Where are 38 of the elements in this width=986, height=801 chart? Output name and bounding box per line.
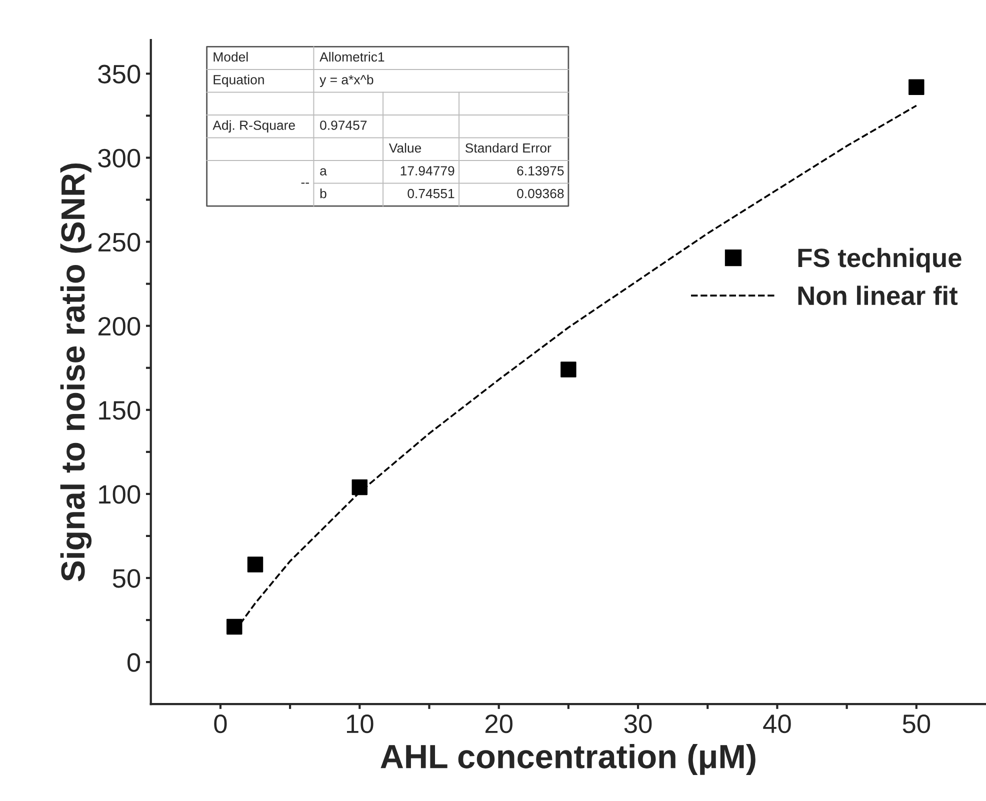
annotation: 17.94779 (400, 166, 454, 176)
x-tick-label: 30 (624, 714, 652, 734)
annotation: y = a*x^b (320, 74, 374, 87)
point (226, 618, 242, 635)
annotation: Standard Error (465, 142, 552, 153)
annotation: Equation (214, 74, 264, 87)
y-tick-label: 100 (99, 485, 140, 504)
annotation: a (320, 168, 327, 176)
y-tick-label: 50 (112, 569, 140, 588)
annotation: -- (301, 182, 309, 184)
x-tick-label: 0 (214, 714, 227, 734)
annotation: Adj. R-Square (212, 120, 295, 133)
point (247, 556, 264, 572)
annotation: 0.09368 (517, 188, 564, 198)
point (560, 362, 576, 378)
y-tick-label: 0 (127, 653, 140, 672)
x-tick-label: 20 (485, 714, 512, 734)
y-tick-label: 300 (98, 148, 140, 168)
annotation: b (320, 188, 326, 198)
annotation: Model (214, 52, 248, 62)
annotation: 0.97457 (320, 120, 367, 130)
point (352, 479, 368, 496)
y-tick-label: 150 (99, 401, 140, 420)
annotation: 6.13975 (517, 166, 564, 176)
x-tick-label: 40 (763, 714, 791, 734)
annotation: Allometric1 (320, 52, 384, 62)
legend-label: FS technique (798, 248, 962, 273)
annotation: Value (388, 142, 422, 153)
y-axis-title: Signal to noise ratio (SNR) (60, 164, 92, 582)
x-tick-label: 10 (346, 714, 374, 734)
annotation: 0.74551 (408, 188, 454, 198)
x-tick-label: 50 (902, 714, 930, 734)
y-tick-label: 350 (98, 64, 140, 84)
y-tick-label: 250 (98, 232, 140, 252)
point (908, 79, 924, 95)
y-tick-label: 200 (98, 316, 140, 336)
legend-label: Non linear fit (798, 286, 958, 306)
x-axis-title: AHL concentration (μM) (380, 744, 756, 776)
